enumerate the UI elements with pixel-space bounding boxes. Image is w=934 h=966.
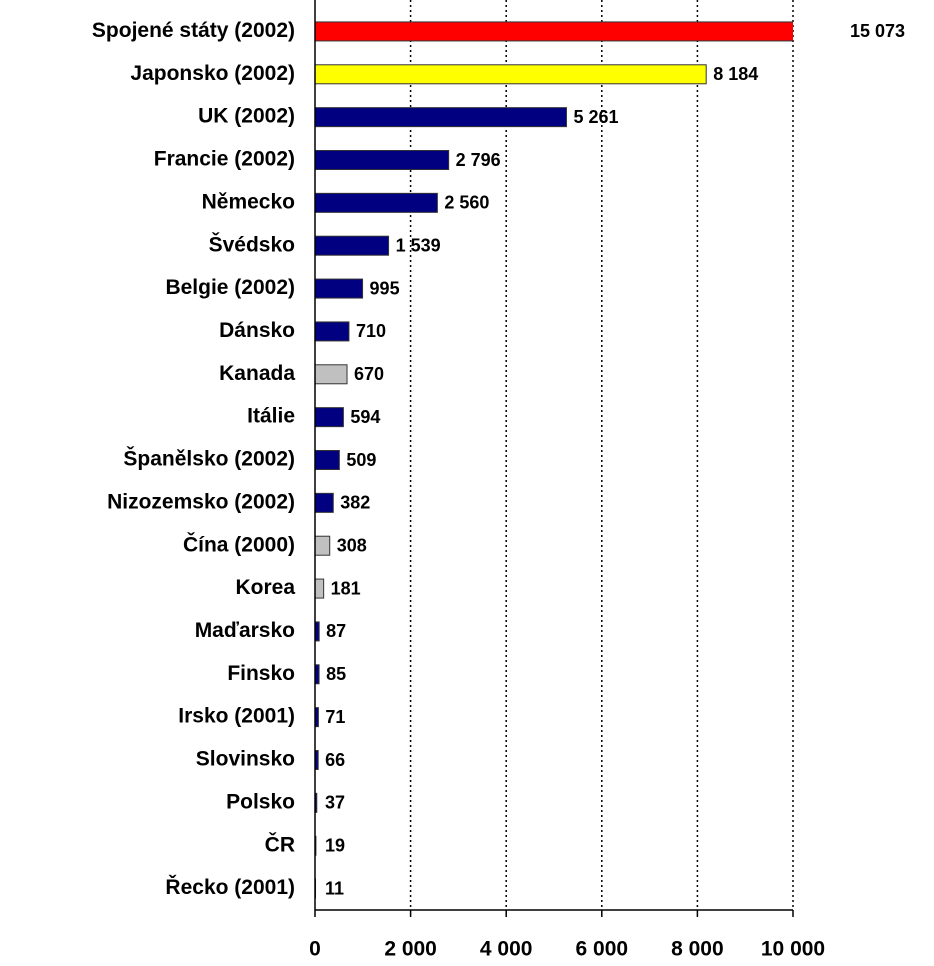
value-label: 19	[325, 835, 345, 855]
value-label: 594	[350, 407, 380, 427]
value-label: 181	[331, 578, 361, 598]
category-label: Španělsko (2002)	[123, 447, 295, 471]
bar	[315, 621, 320, 642]
bar	[315, 278, 364, 299]
category-label: Kanada	[219, 362, 295, 385]
bar	[315, 707, 319, 728]
category-label: Maďarsko	[195, 619, 295, 642]
bar	[315, 407, 344, 428]
value-label: 11	[325, 878, 344, 898]
value-label: 71	[325, 707, 345, 727]
value-label: 37	[325, 793, 345, 813]
value-label: 670	[354, 364, 384, 384]
x-tick-label: 4 000	[480, 938, 533, 961]
value-label: 509	[346, 450, 376, 470]
value-label: 2 796	[456, 150, 501, 170]
bar	[315, 578, 325, 599]
x-tick-label: 2 000	[384, 938, 437, 961]
bar	[315, 150, 450, 170]
bar	[315, 321, 350, 342]
value-label: 66	[325, 750, 345, 770]
category-label: Dánsko	[219, 319, 295, 342]
value-label: 308	[337, 535, 367, 555]
category-label: Belgie (2002)	[165, 276, 295, 299]
category-label: Řecko (2001)	[165, 875, 295, 899]
value-label: 382	[340, 493, 370, 513]
category-label: Francie (2002)	[154, 148, 295, 171]
x-tick-label: 8 000	[671, 938, 724, 961]
category-label: Spojené státy (2002)	[92, 19, 295, 42]
category-label: UK (2002)	[198, 105, 295, 128]
value-label: 85	[326, 664, 346, 684]
grid	[409, 0, 794, 910]
category-label: ČR	[265, 832, 295, 856]
bar	[315, 535, 331, 556]
bar	[315, 364, 348, 385]
category-label: Finsko	[227, 662, 295, 685]
category-label: Irsko (2001)	[178, 705, 295, 728]
category-label: Polsko	[226, 790, 295, 813]
category-label: Nizozemsko (2002)	[107, 490, 295, 513]
value-label: 1 539	[396, 235, 441, 255]
category-label: Čína (2000)	[183, 532, 295, 556]
value-label: 8 184	[713, 64, 758, 84]
category-label: Německo	[202, 190, 295, 213]
bar	[315, 792, 318, 813]
value-label: 5 261	[573, 107, 618, 127]
value-label: 87	[326, 621, 346, 641]
bar	[315, 492, 334, 513]
x-tick-label: 6 000	[576, 938, 629, 961]
category-label: Korea	[235, 576, 295, 599]
value-label: 15 073	[850, 21, 905, 41]
bar	[315, 664, 320, 685]
bar	[315, 235, 390, 256]
x-tick-label: 10 000	[761, 938, 825, 961]
category-label: Slovinsko	[196, 748, 295, 771]
bar	[315, 192, 438, 213]
bar	[315, 750, 319, 770]
value-label: 2 560	[444, 193, 489, 213]
category-label: Japonsko (2002)	[130, 62, 295, 85]
bar	[315, 450, 340, 470]
bar	[315, 64, 707, 85]
bar	[315, 107, 567, 128]
value-label: 995	[370, 278, 400, 298]
bar	[315, 21, 793, 42]
category-label: Švédsko	[209, 232, 295, 256]
category-label: Itálie	[247, 405, 295, 428]
value-label: 710	[356, 321, 386, 341]
bars	[315, 21, 793, 899]
x-tick-label: 0	[309, 938, 321, 961]
